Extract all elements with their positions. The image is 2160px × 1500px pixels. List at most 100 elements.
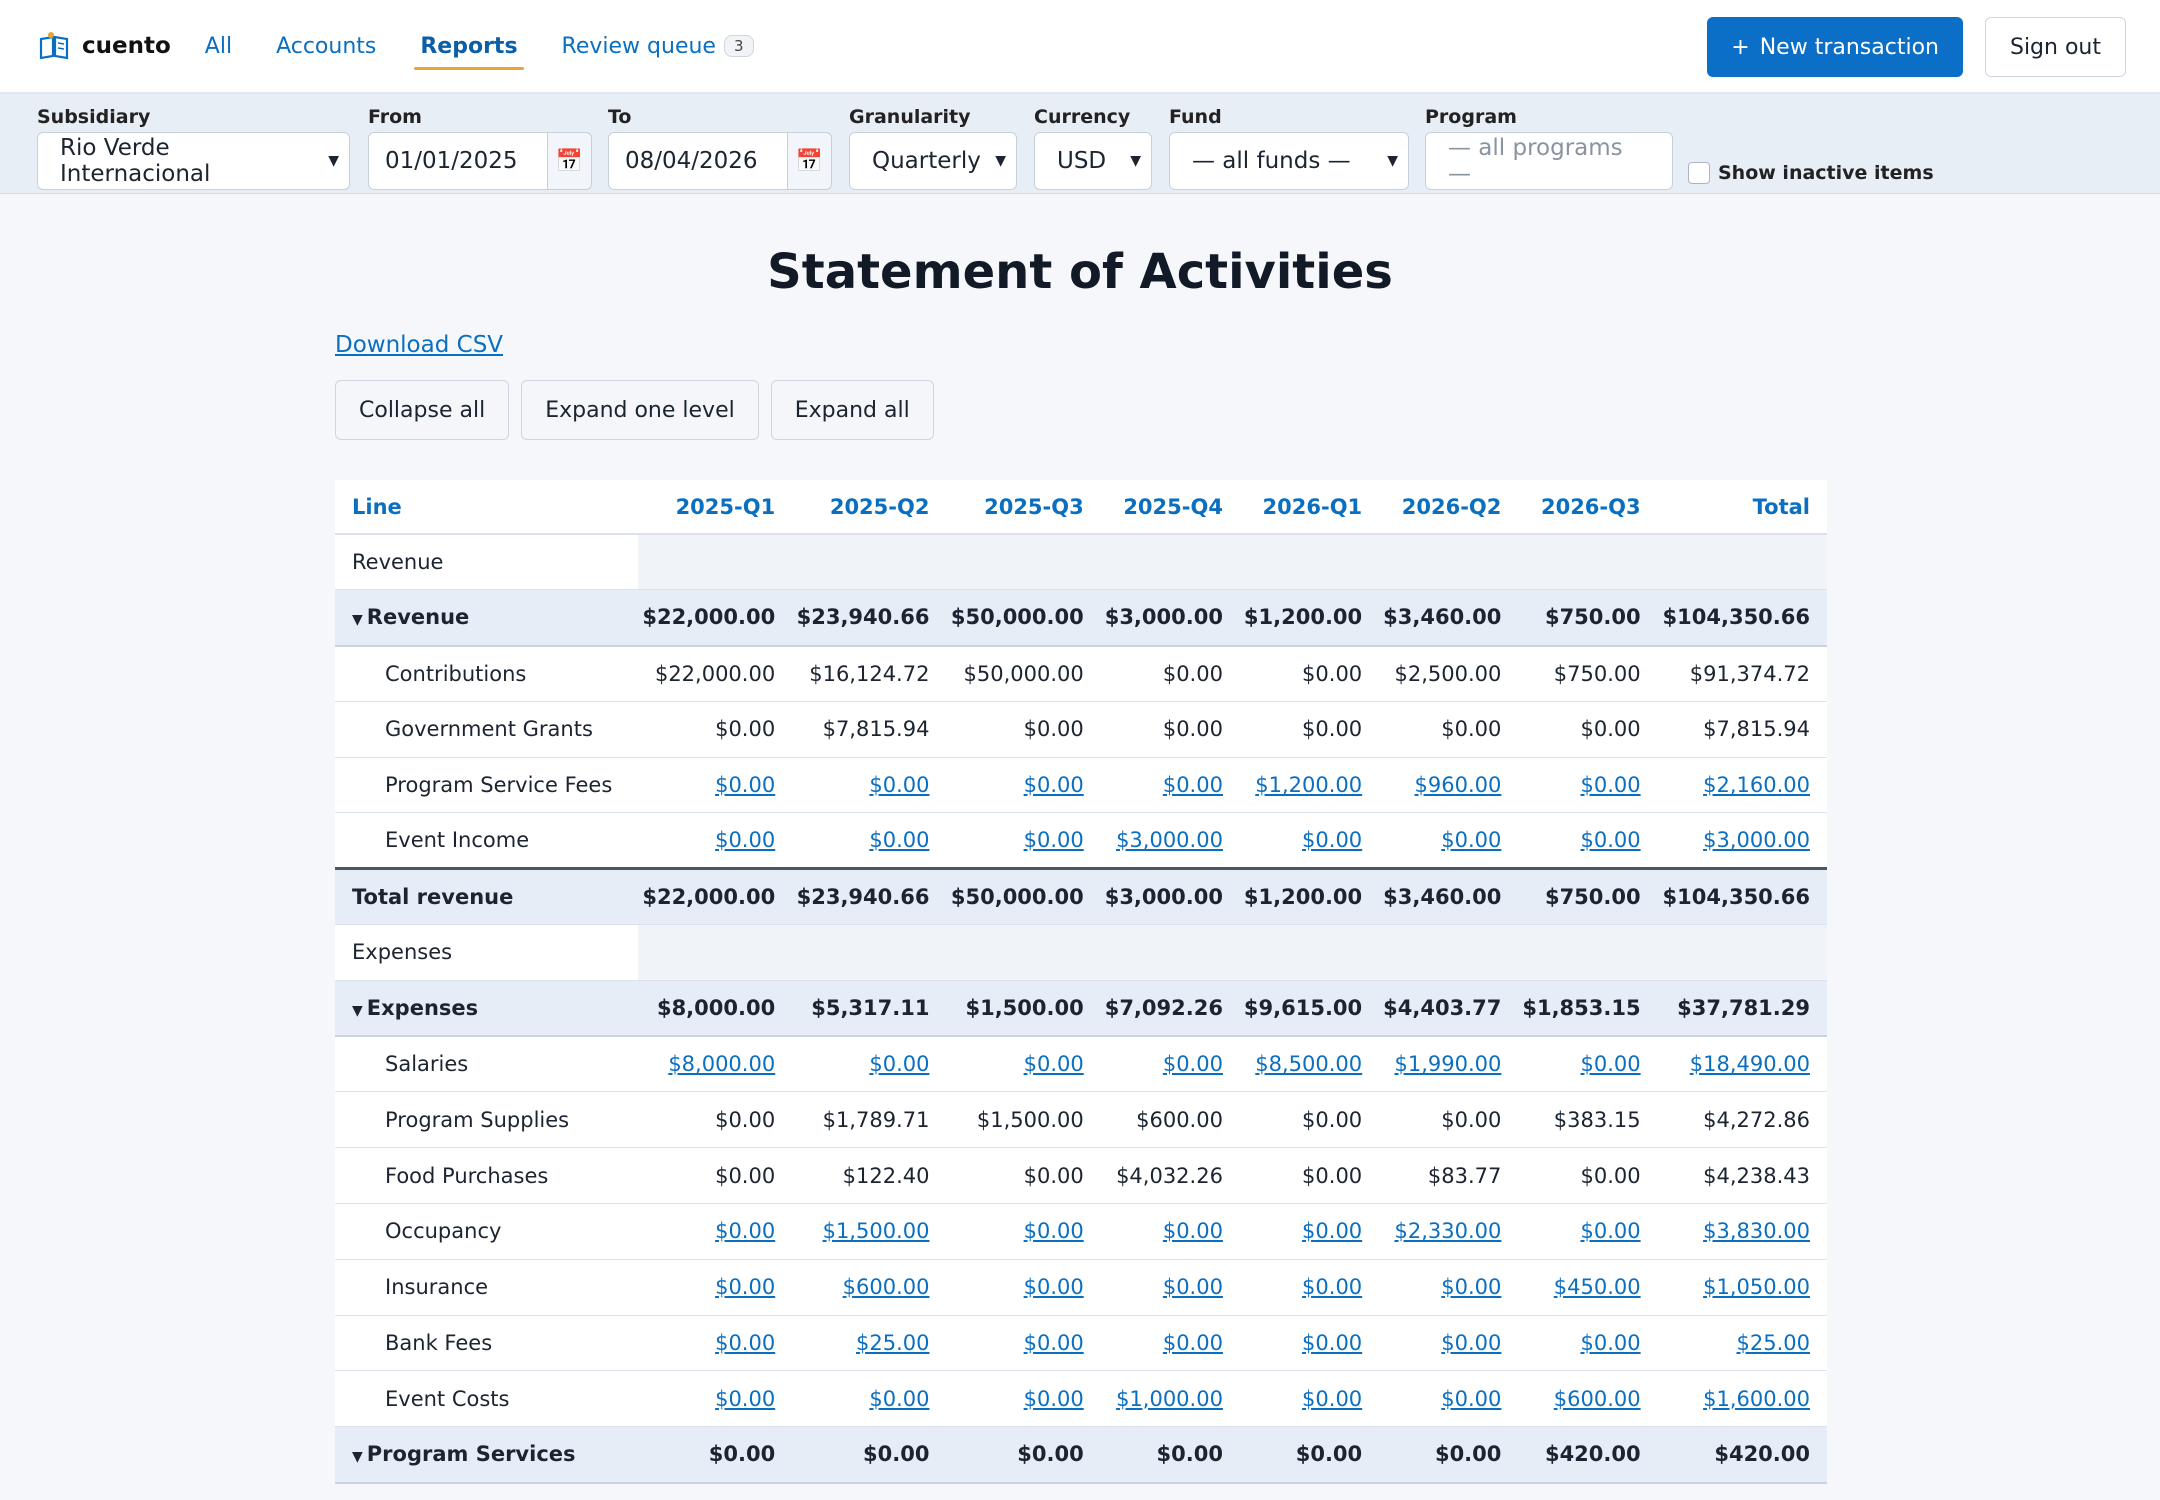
amount-cell: $0.00	[792, 812, 947, 870]
sign-out-button[interactable]: Sign out	[1984, 17, 2126, 77]
show-inactive-checkbox[interactable]	[1688, 162, 1710, 184]
amount-link[interactable]: $1,600.00	[1703, 1386, 1810, 1411]
amount-link[interactable]: $600.00	[842, 1275, 930, 1300]
fund-filter: Fund — all funds — ▼	[1169, 102, 1409, 190]
calendar-icon[interactable]: 📅	[548, 132, 592, 190]
fund-select[interactable]: — all funds — ▼	[1169, 132, 1409, 190]
amount-link[interactable]: $1,200.00	[1255, 773, 1363, 798]
expand-all-button[interactable]: Expand all	[770, 380, 934, 440]
amount-link[interactable]: $0.00	[1162, 1052, 1223, 1077]
amount-link[interactable]: $1,050.00	[1703, 1275, 1810, 1300]
amount-link[interactable]: $0.00	[715, 1275, 776, 1300]
amount-link[interactable]: $0.00	[1441, 1275, 1502, 1300]
amount-link[interactable]: $8,500.00	[1255, 1052, 1363, 1077]
amount-link[interactable]: $0.00	[869, 1386, 930, 1411]
amount-link[interactable]: $1,500.00	[822, 1219, 930, 1244]
amount-link[interactable]: $0.00	[1162, 1219, 1223, 1244]
collapse-toggle-icon[interactable]: ▼	[352, 612, 363, 629]
collapse-toggle-icon[interactable]: ▼	[352, 1003, 363, 1020]
amount-link[interactable]: $0.00	[1580, 1219, 1641, 1244]
from-date-input[interactable]: 01/01/2025	[368, 132, 548, 190]
amount-link[interactable]: $0.00	[1580, 828, 1641, 853]
amount-link[interactable]: $0.00	[1023, 773, 1084, 798]
column-header: 2026-Q2	[1379, 480, 1519, 535]
row-label-text: Event Costs	[385, 1386, 510, 1411]
amount-link[interactable]: $25.00	[855, 1331, 930, 1356]
amount-link[interactable]: $0.00	[1441, 1331, 1502, 1356]
amount-link[interactable]: $1,990.00	[1394, 1052, 1502, 1077]
amount-link[interactable]: $0.00	[1441, 828, 1502, 853]
download-csv-link[interactable]: Download CSV	[335, 332, 504, 358]
calendar-icon[interactable]: 📅	[788, 132, 832, 190]
amount-link[interactable]: $0.00	[1023, 828, 1084, 853]
amount-link[interactable]: $0.00	[715, 773, 776, 798]
subsidiary-select[interactable]: Rio Verde Internacional ▼	[37, 132, 350, 190]
amount-link[interactable]: $0.00	[869, 828, 930, 853]
show-inactive-toggle[interactable]: Show inactive items	[1688, 162, 1934, 184]
amount-link[interactable]: $0.00	[1162, 1331, 1223, 1356]
amount-link[interactable]: $0.00	[1580, 1052, 1641, 1077]
amount-link[interactable]: $0.00	[869, 773, 930, 798]
amount-link[interactable]: $8,000.00	[668, 1052, 776, 1077]
expand-one-level-button[interactable]: Expand one level	[521, 380, 759, 440]
amount-link[interactable]: $3,000.00	[1703, 828, 1810, 853]
granularity-select[interactable]: Quarterly ▼	[849, 132, 1017, 190]
to-date-input[interactable]: 08/04/2026	[608, 132, 788, 190]
amount-link[interactable]: $0.00	[715, 1331, 776, 1356]
nav-review-queue[interactable]: Review queue 3	[562, 0, 754, 93]
amount-cell: $0.00	[1379, 1259, 1519, 1316]
column-header: 2025-Q1	[637, 480, 793, 535]
amount-link[interactable]: $450.00	[1553, 1275, 1641, 1300]
new-transaction-button[interactable]: + New transaction	[1707, 17, 1963, 77]
amount-link[interactable]: $1,000.00	[1116, 1386, 1223, 1411]
table-row-group[interactable]: ▼ Expenses $8,000.00 $5,317.11 $1,500.00 $7,0…	[335, 980, 1827, 1038]
amount-link[interactable]: $0.00	[1162, 1275, 1223, 1300]
amount-cell: $0.00	[946, 1203, 1101, 1260]
program-input[interactable]: — all programs —	[1425, 132, 1673, 190]
amount-link[interactable]: $3,000.00	[1116, 828, 1223, 853]
amount-link[interactable]: $0.00	[1302, 828, 1363, 853]
table-row-group[interactable]: ▼ Revenue $22,000.00 $23,940.66 $50,000.00 $3…	[335, 589, 1827, 647]
amount-link[interactable]: $0.00	[1441, 1386, 1502, 1411]
amount-link[interactable]: $0.00	[1023, 1331, 1084, 1356]
table-row-item: Contributions $22,000.00 $16,124.72 $50,000…	[335, 645, 1827, 702]
amount-link[interactable]: $0.00	[1302, 1386, 1363, 1411]
amount-link[interactable]: $18,490.00	[1689, 1052, 1810, 1077]
amount-link[interactable]: $0.00	[1580, 1331, 1641, 1356]
brand[interactable]: cuento	[38, 31, 171, 61]
amount-link[interactable]: $0.00	[1162, 773, 1223, 798]
amount-cell: $0.00	[1518, 701, 1658, 758]
collapse-toggle-icon[interactable]: ▼	[352, 1449, 363, 1466]
nav-all[interactable]: All	[204, 33, 233, 59]
amount-link[interactable]: $0.00	[1580, 773, 1641, 798]
amount-link[interactable]: $3,830.00	[1703, 1219, 1810, 1244]
amount-link[interactable]: $0.00	[1302, 1275, 1363, 1300]
amount-link[interactable]: $2,330.00	[1394, 1219, 1502, 1244]
amount-link[interactable]: $25.00	[1736, 1331, 1810, 1356]
amount-cell: $0.00	[792, 1036, 947, 1093]
amount-link[interactable]: $960.00	[1414, 773, 1502, 798]
collapse-all-button[interactable]: Collapse all	[335, 380, 510, 440]
top-nav: cuento All Accounts Reports Review queue…	[0, 0, 2160, 94]
amount-link[interactable]: $0.00	[1023, 1219, 1084, 1244]
amount-link[interactable]: $600.00	[1553, 1386, 1641, 1411]
nav-reports[interactable]: Reports	[414, 0, 524, 93]
amount-link[interactable]: $0.00	[715, 1386, 776, 1411]
amount-link[interactable]: $2,160.00	[1703, 773, 1810, 798]
row-label-text: Expenses	[366, 996, 479, 1021]
amount-link[interactable]: $0.00	[1023, 1386, 1084, 1411]
amount-cell: $22,000.00	[637, 645, 793, 702]
nav-accounts[interactable]: Accounts	[276, 33, 377, 59]
amount-link[interactable]: $0.00	[1023, 1052, 1084, 1077]
amount-link[interactable]: $0.00	[715, 1219, 776, 1244]
amount-link[interactable]: $0.00	[869, 1052, 930, 1077]
amount-link[interactable]: $0.00	[1302, 1219, 1363, 1244]
amount-link[interactable]: $0.00	[715, 828, 776, 853]
currency-select[interactable]: USD ▼	[1034, 132, 1152, 190]
table-row-item: Government Grants $0.00 $7,815.94 $0.00 $0.0…	[335, 701, 1827, 758]
table-row-subgroup[interactable]: ▼ Program Services $0.00 $0.00 $0.00 $0.00 $0.…	[335, 1426, 1827, 1484]
amount-link[interactable]: $0.00	[1023, 1275, 1084, 1300]
amount-link[interactable]: $0.00	[1302, 1331, 1363, 1356]
amount-cell: $0.00	[946, 1315, 1101, 1372]
row-label-text: Revenue	[352, 550, 444, 575]
